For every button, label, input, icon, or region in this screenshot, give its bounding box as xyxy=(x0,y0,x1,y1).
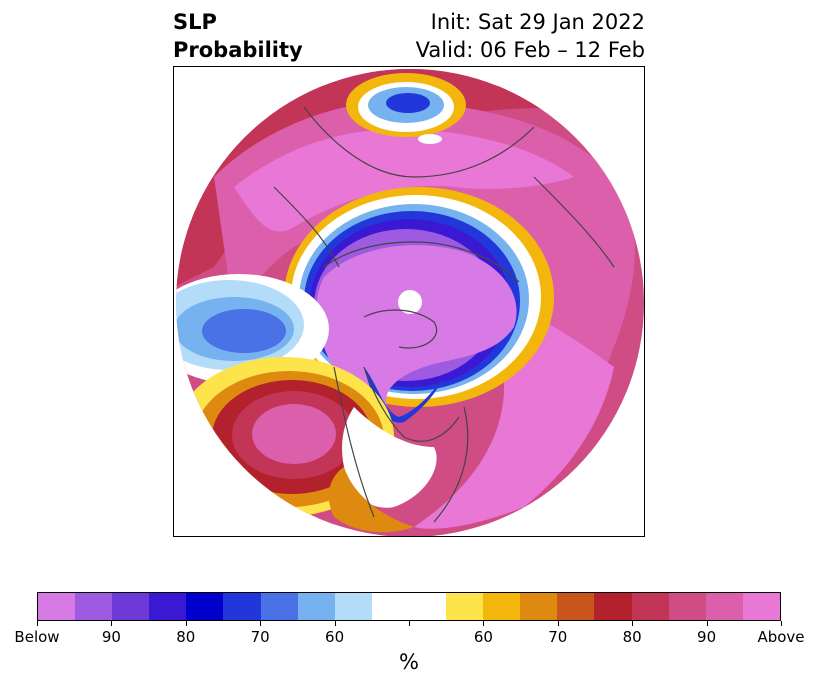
euro-blank xyxy=(418,134,442,144)
probability-field xyxy=(176,69,644,536)
probability-map-svg xyxy=(176,69,644,536)
colorbar-segment xyxy=(38,593,76,620)
euro-core xyxy=(386,93,430,113)
colorbar-tickmark xyxy=(334,621,336,626)
conus-white xyxy=(342,407,437,508)
colorbar-unit: % xyxy=(399,650,419,674)
conus-orange xyxy=(328,467,414,533)
colorbar-segment xyxy=(112,593,150,620)
colorbar-segment xyxy=(446,593,484,620)
colorbar-tickmark xyxy=(37,621,38,626)
colorbar-tickmark xyxy=(557,621,559,626)
colorbar-segment xyxy=(483,593,521,620)
colorbar-tickmark xyxy=(409,621,410,626)
colorbar-tickmark xyxy=(483,621,485,626)
colorbar-segment xyxy=(520,593,558,620)
region-high-3 xyxy=(414,287,614,529)
pacific-core xyxy=(202,309,286,353)
colorbar-segment xyxy=(408,593,447,620)
colorbar-segment xyxy=(297,593,335,620)
colorbar-tickmark xyxy=(632,621,634,626)
colorbar-tickmark xyxy=(260,621,262,626)
colorbar-tickmark xyxy=(185,621,187,626)
valid-range: Valid: 06 Feb – 12 Feb xyxy=(415,38,645,62)
region-high-2 xyxy=(234,128,574,232)
colorbar-tick-label: 90 xyxy=(101,628,121,646)
chart-dates: Init: Sat 29 Jan 2022 Valid: 06 Feb – 12… xyxy=(416,8,645,64)
colorbar-segment xyxy=(260,593,298,620)
colorbar-segment xyxy=(371,593,409,620)
coastlines xyxy=(273,106,615,523)
init-date: Init: Sat 29 Jan 2022 xyxy=(430,10,645,34)
colorbar-segment xyxy=(742,593,780,620)
chart-title: SLP Probability xyxy=(173,8,303,64)
colorbar-tick-label: Above xyxy=(757,628,805,646)
colorbar-tick-label: 60 xyxy=(473,628,493,646)
region-ring xyxy=(176,69,644,287)
colorbar-tickmark xyxy=(706,621,708,626)
title-product: Probability xyxy=(173,38,303,62)
pacific-high-pink xyxy=(252,404,336,464)
colorbar-segment xyxy=(668,593,706,620)
colorbar-segment xyxy=(75,593,113,620)
colorbar-segment xyxy=(223,593,261,620)
colorbar-tick-label: 90 xyxy=(697,628,717,646)
colorbar-segment xyxy=(186,593,224,620)
colorbar-tick-label: 70 xyxy=(548,628,568,646)
colorbar-segment xyxy=(334,593,372,620)
colorbar-segment xyxy=(705,593,743,620)
colorbar-segment xyxy=(594,593,632,620)
polar-map xyxy=(173,66,645,537)
colorbar-tick-label: 70 xyxy=(250,628,270,646)
pole-blank xyxy=(398,290,422,314)
colorbar-segment xyxy=(631,593,669,620)
colorbar-tick-label: 60 xyxy=(325,628,345,646)
title-variable: SLP xyxy=(173,10,217,34)
colorbar-tickmark xyxy=(111,621,113,626)
colorbar-tick-label: 80 xyxy=(176,628,196,646)
colorbar-tickmark xyxy=(781,621,782,626)
colorbar-segment xyxy=(149,593,187,620)
colorbar-segment xyxy=(557,593,595,620)
colorbar-tick-label: Below xyxy=(14,628,60,646)
colorbar-tick-label: 80 xyxy=(622,628,642,646)
colorbar xyxy=(37,592,781,621)
